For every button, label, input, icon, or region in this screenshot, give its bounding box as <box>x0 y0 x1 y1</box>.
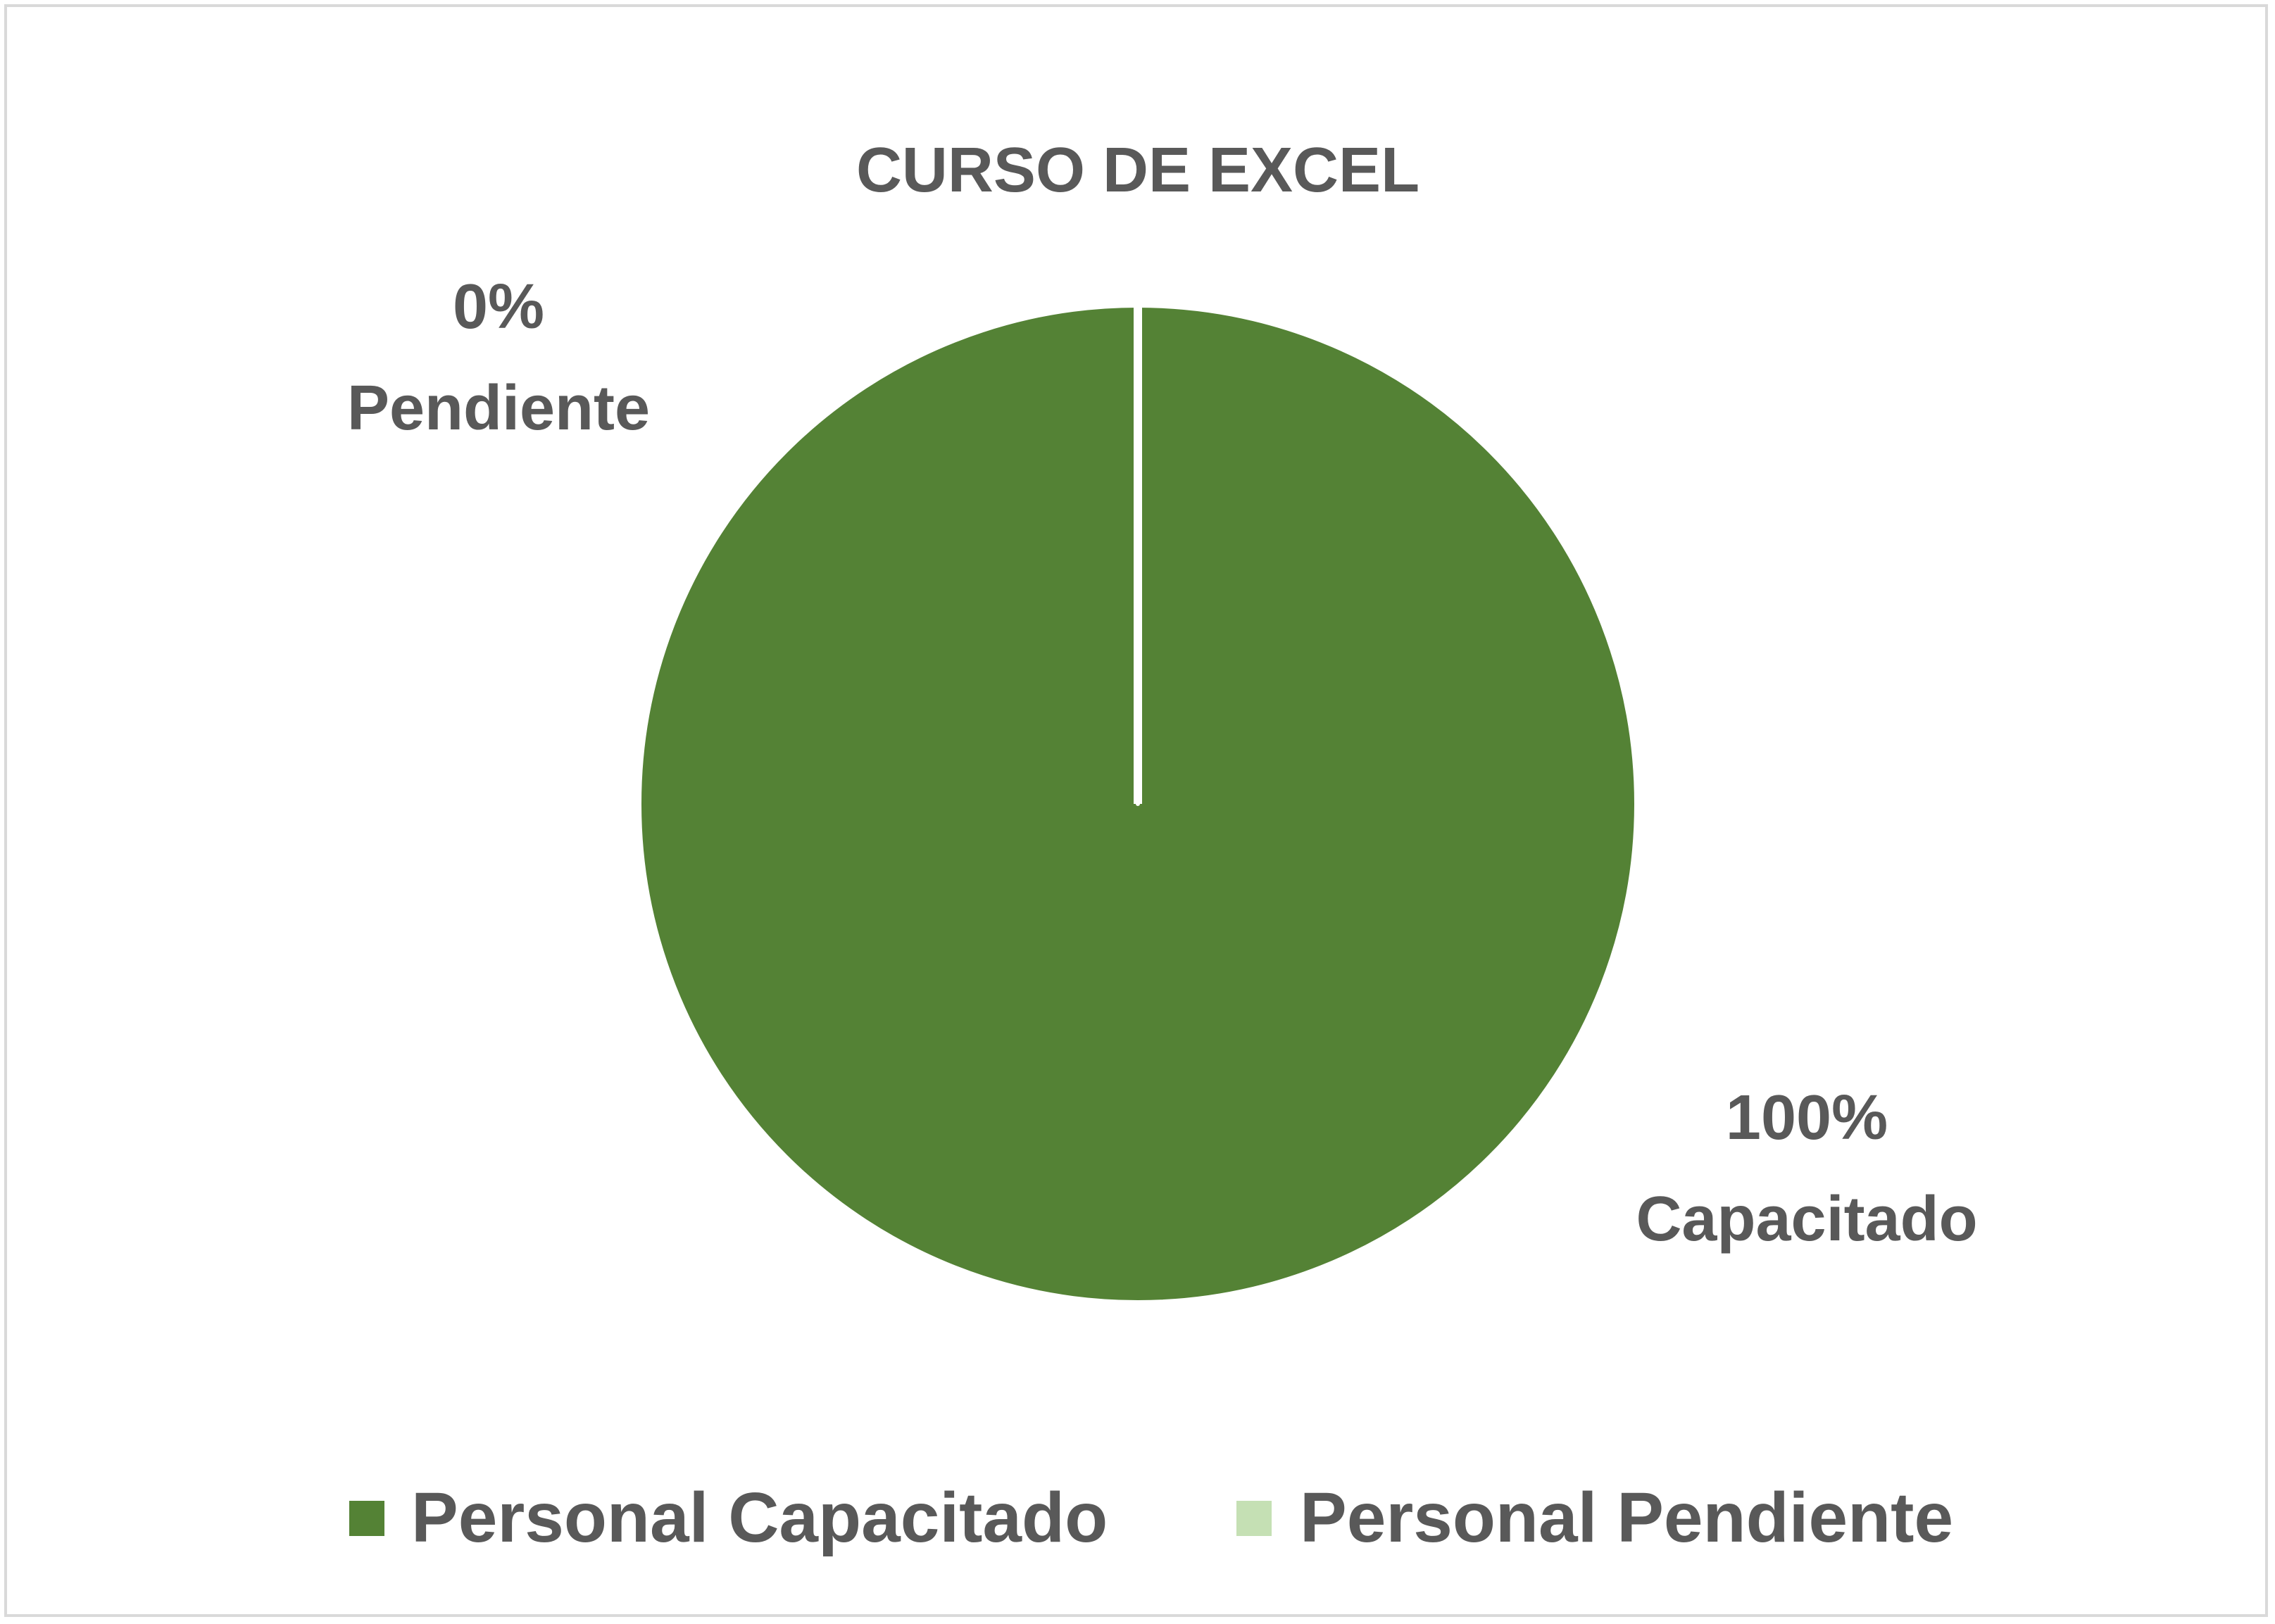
legend-label-capacitado: Personal Capacitado <box>411 1478 1108 1557</box>
legend: Personal Capacitado Personal Pendiente <box>349 1478 1953 1557</box>
legend-swatch-pendiente <box>1236 1501 1272 1536</box>
label-capacitado-percent: 100% <box>1726 1083 1888 1153</box>
legend-swatch-capacitado <box>349 1501 384 1536</box>
legend-label-pendiente: Personal Pendiente <box>1300 1478 1953 1557</box>
label-pendiente-category: Pendiente <box>347 373 650 443</box>
pie-slices <box>637 303 1638 1304</box>
chart-title: CURSO DE EXCEL <box>856 135 1419 206</box>
label-capacitado-category: Capacitado <box>1636 1184 1977 1254</box>
label-pendiente-percent: 0% <box>453 272 544 342</box>
